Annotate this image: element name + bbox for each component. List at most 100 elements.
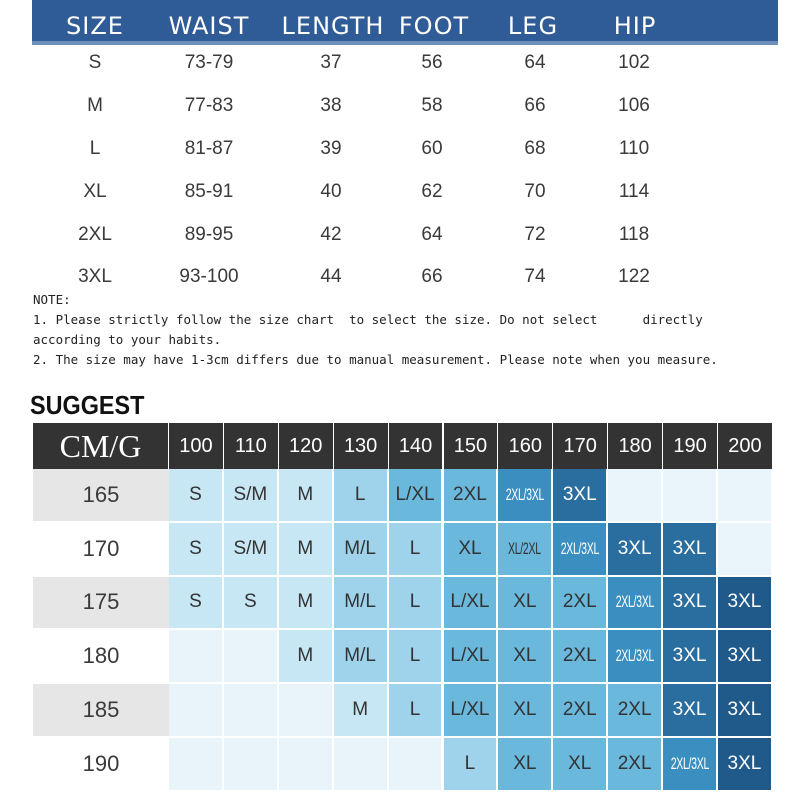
suggest-cell-text: 2XL [562,591,597,613]
weight-header: 150 [443,423,499,469]
suggest-cell-text: L/XL [450,591,490,613]
suggest-cell: 3XL [718,576,773,631]
weight-header: 160 [498,423,554,469]
size-cell-size: 2XL [78,224,112,245]
size-chart-header: SIZE WAIST LENGTH FOOT LEG HIP [32,0,778,45]
suggest-cell: L [333,469,389,523]
suggest-cell: 2XL/3XL [498,469,554,523]
suggest-cell: XL [498,738,554,792]
suggest-cell-text: 3XL [672,537,707,559]
suggest-cell: S [223,576,279,631]
suggest-cell: XL [498,576,554,631]
note-line-2: according to your habits. [33,332,222,347]
suggest-cell: S/M [223,522,279,577]
suggest-cell: L [388,630,444,685]
size-cell-foot: 66 [421,266,443,287]
size-cell-hip: 114 [618,181,650,202]
suggest-cell: M [278,469,334,523]
suggest-cell [169,684,224,738]
suggest-cell: 3XL [718,684,773,738]
suggest-cell-text: XL [458,537,482,559]
header-leg: LEG [507,12,559,40]
suggest-cell [663,469,718,523]
suggest-cell-text: XL [513,699,537,721]
header-length: LENGTH [281,12,385,40]
suggest-cell [223,684,279,738]
size-row: 3XL 93-100 44 66 74 122 [0,266,800,296]
size-cell-waist: 93-100 [179,266,239,287]
suggest-cell: 3XL [663,630,718,685]
suggest-cell: M/L [333,522,389,577]
suggest-cell: M [278,576,334,631]
size-cell-foot: 64 [421,224,443,245]
header-waist: WAIST [168,12,250,40]
size-cell-leg: 72 [524,224,546,245]
suggestion-grid: CM/G 100 110 120 130 140 150 160 170 180 190 200 165… [33,423,773,792]
suggest-cell-text: M [297,591,314,613]
suggest-cell-text: XL [568,752,592,774]
weight-header: 140 [388,423,444,469]
suggest-cell-text: L/XL [450,699,490,721]
suggest-cell-text: L [409,699,421,721]
suggest-cell-text: 2XL/3XL [670,753,709,773]
suggest-cell-text: 2XL/3XL [615,592,654,612]
size-cell-length: 40 [320,181,342,202]
suggest-cell [278,738,334,792]
suggest-cell: 3XL [663,684,718,738]
height-label: 175 [33,576,169,631]
size-cell-hip: 110 [618,138,650,159]
suggest-cell-text: XL [513,752,537,774]
suggest-cell: XL [443,522,499,577]
size-cell-length: 42 [320,224,342,245]
height-label: 180 [33,630,169,685]
height-label: 185 [33,684,169,738]
suggest-cell: M [278,522,334,577]
size-cell-length: 39 [320,138,342,159]
suggest-cell-text: XL [513,645,537,667]
suggest-cell: XL/2XL [498,522,554,577]
suggest-cell-text: M/L [344,537,376,559]
size-cell-size: XL [83,181,107,202]
suggest-cell-text: 2XL/3XL [560,538,600,558]
suggest-cell: XL [498,630,554,685]
suggest-cell: L/XL [443,630,499,685]
note-line-3: 2. The size may have 1-3cm differs due t… [33,352,718,367]
suggest-cell: 2XL [443,469,499,523]
suggest-cell: 2XL [608,684,664,738]
size-row: 2XL 89-95 42 64 72 118 [0,224,800,254]
size-row: M 77-83 38 58 66 106 [0,95,800,125]
suggest-cell: M/L [333,576,389,631]
suggest-cell: S/M [223,469,279,523]
suggest-cell: L [388,684,444,738]
suggest-cell-text: 3XL [617,537,652,559]
suggest-cell: 3XL [718,738,773,792]
suggest-cell: L [388,522,444,577]
suggest-title: SUGGEST [30,390,145,420]
suggest-cell-text: M/L [344,645,376,667]
header-hip: HIP [613,12,657,40]
suggest-cell [388,738,444,792]
suggest-cell-text: S [189,591,202,613]
suggest-cell: 3XL [553,469,609,523]
size-cell-leg: 70 [524,181,546,202]
size-row: XL 85-91 40 62 70 114 [0,181,800,211]
suggest-cell-text: 2XL/3XL [505,484,545,504]
suggest-cell: 2XL/3XL [608,630,664,685]
size-row: L 81-87 39 60 68 110 [0,138,800,168]
suggest-cell [718,522,773,577]
size-cell-length: 44 [320,266,342,287]
suggest-cell-text: 3XL [727,699,762,721]
suggest-cell-text: 2XL [617,699,652,721]
suggest-cell: L/XL [388,469,444,523]
suggest-cell-text: 3XL [727,591,762,613]
suggest-cell: 2XL/3XL [608,576,664,631]
size-cell-length: 38 [320,95,342,116]
size-cell-leg: 74 [524,266,546,287]
height-label: 190 [33,738,169,792]
suggest-cell-text: L/XL [395,483,435,505]
suggest-cell-text: 2XL [617,752,652,774]
suggest-cell: 2XL [553,684,609,738]
suggest-cell: XL [498,684,554,738]
suggest-cell: L/XL [443,684,499,738]
suggest-cell-text: S [243,591,257,613]
